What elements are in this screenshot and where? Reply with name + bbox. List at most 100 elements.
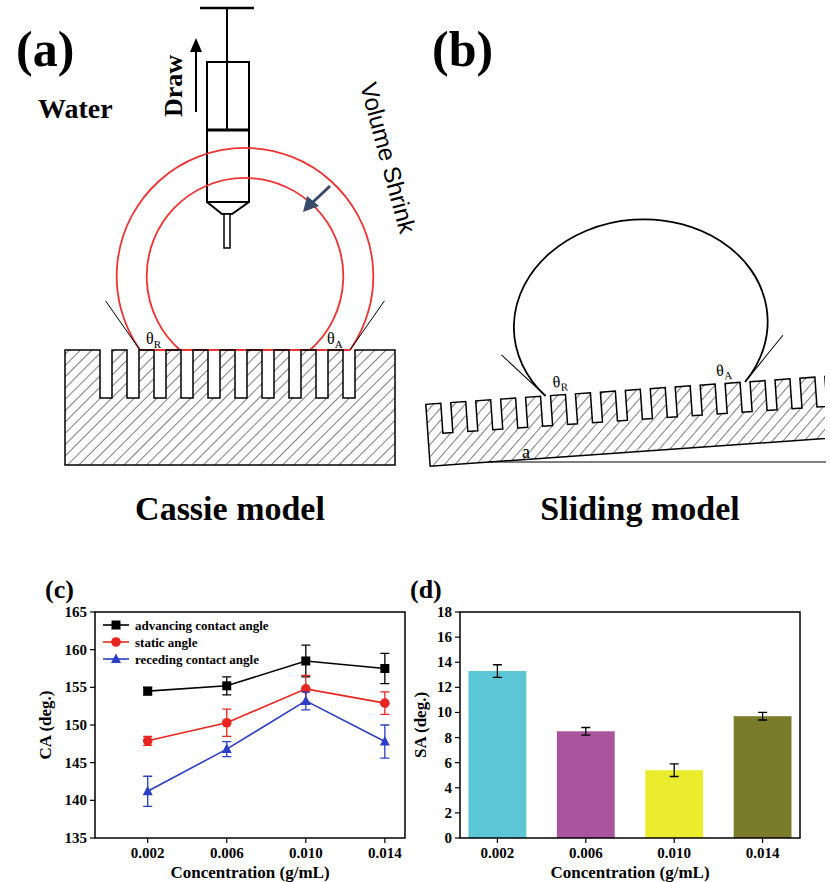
panel-b: (b) θR θA a Sliding model: [414, 21, 830, 527]
legend-label: advancing contact angle: [135, 618, 269, 633]
panel-a: (a) Water Draw Volume Shrink θR θA Cassie mode…: [16, 8, 422, 527]
y-tick-label: 8: [445, 730, 453, 746]
marker: [222, 744, 232, 754]
figure-root: (a) Water Draw Volume Shrink θR θA Cassie mode…: [0, 0, 830, 882]
syringe-piston: [207, 129, 249, 132]
y-tick-label: 150: [65, 717, 88, 733]
error-bar: [301, 692, 310, 710]
x-tick-label: 0.002: [481, 845, 515, 861]
y-axis-title: SA (deg.): [411, 692, 430, 758]
panel-label: (b): [432, 21, 493, 77]
y-tick-label: 155: [65, 679, 88, 695]
error-bar: [758, 712, 767, 720]
figure-svg: (a) Water Draw Volume Shrink θR θA Cassie mode…: [0, 0, 830, 882]
error-bar: [380, 725, 389, 758]
draw-arrow: [195, 50, 197, 112]
error-bar: [301, 645, 310, 677]
substrate: [426, 374, 825, 466]
drop-inner: [147, 178, 344, 350]
y-tick-label: 135: [65, 830, 88, 846]
draw-arrow-head: [190, 38, 202, 52]
panel-label: (a): [16, 21, 74, 77]
marker: [111, 637, 121, 647]
substrate: [65, 350, 395, 465]
angle-label: θR: [552, 372, 569, 393]
y-tick-label: 145: [65, 755, 88, 771]
y-tick-label: 140: [65, 792, 88, 808]
plot-area: [143, 645, 390, 806]
angle-label: θA: [716, 361, 733, 382]
error-bar: [143, 736, 152, 745]
error-bar: [143, 776, 152, 806]
bar: [557, 731, 615, 838]
marker: [222, 718, 232, 728]
panel-label: (d): [410, 575, 442, 604]
tilt-label: a: [522, 442, 530, 462]
marker: [143, 786, 153, 796]
syringe-cone: [207, 202, 249, 214]
shrink-arrow: [312, 186, 330, 203]
y-tick-label: 4: [445, 780, 453, 796]
bar: [469, 671, 527, 838]
caption: Cassie model: [135, 490, 325, 527]
marker: [301, 695, 311, 705]
horizontal-line: [488, 461, 826, 462]
syringe-needle: [224, 214, 230, 248]
y-tick-label: 165: [65, 604, 88, 620]
bar: [645, 770, 703, 838]
series-line: [148, 701, 385, 791]
error-bar: [222, 742, 231, 757]
tilted-group: θR θA: [425, 205, 825, 466]
syringe-rod: [226, 8, 228, 130]
angle-label: θR: [146, 330, 162, 350]
shrink-label: Volume Shrink: [355, 80, 421, 237]
error-bar: [493, 665, 502, 678]
syringe-barrel: [207, 62, 249, 202]
error-bar: [222, 677, 231, 695]
tangent-right: [350, 301, 384, 350]
marker: [111, 654, 121, 664]
shrink-arrow-head: [303, 196, 319, 212]
x-tick-label: 0.010: [289, 845, 323, 861]
draw-label: Draw: [159, 55, 188, 117]
marker: [380, 664, 389, 673]
medium-label: Water: [38, 93, 113, 124]
series-line: [148, 689, 385, 741]
bar: [734, 716, 792, 838]
chart-0: 1351401451501551601650.0020.0060.0100.01…: [36, 575, 405, 882]
drop-outer: [117, 148, 374, 350]
chart-1: 0246810121416180.0020.0060.0100.014(d)Co…: [410, 575, 800, 882]
x-tick-label: 0.014: [368, 845, 402, 861]
drop: [507, 211, 772, 398]
legend: advancing contact anglestatic anglereced…: [103, 618, 269, 667]
y-tick-label: 10: [437, 704, 452, 720]
y-tick-label: 14: [437, 654, 453, 670]
tangent-right: [742, 335, 786, 382]
y-tick-label: 18: [437, 604, 452, 620]
marker: [380, 698, 390, 708]
marker: [143, 736, 153, 746]
error-bar: [670, 764, 679, 777]
plot-area: [469, 665, 792, 838]
x-axis-title: Concentration (g/mL): [550, 863, 709, 882]
error-bar: [581, 728, 590, 736]
plot-frame: [460, 612, 800, 838]
y-tick-label: 2: [445, 805, 453, 821]
tangent-left: [106, 301, 140, 350]
plot-frame: [95, 612, 405, 838]
x-axis-title: Concentration (g/mL): [170, 863, 329, 882]
error-bar: [143, 687, 152, 695]
y-tick-label: 12: [437, 679, 452, 695]
y-tick-label: 160: [65, 642, 88, 658]
marker: [301, 656, 310, 665]
x-tick-label: 0.002: [131, 845, 165, 861]
marker: [143, 687, 152, 696]
angle-label: θA: [327, 330, 343, 350]
y-tick-label: 6: [445, 755, 453, 771]
marker: [112, 621, 121, 630]
marker: [222, 681, 231, 690]
error-bar: [380, 692, 389, 715]
y-tick-label: 16: [437, 629, 453, 645]
y-axis-title: CA (deg.): [36, 691, 55, 760]
caption: Sliding model: [540, 490, 739, 527]
